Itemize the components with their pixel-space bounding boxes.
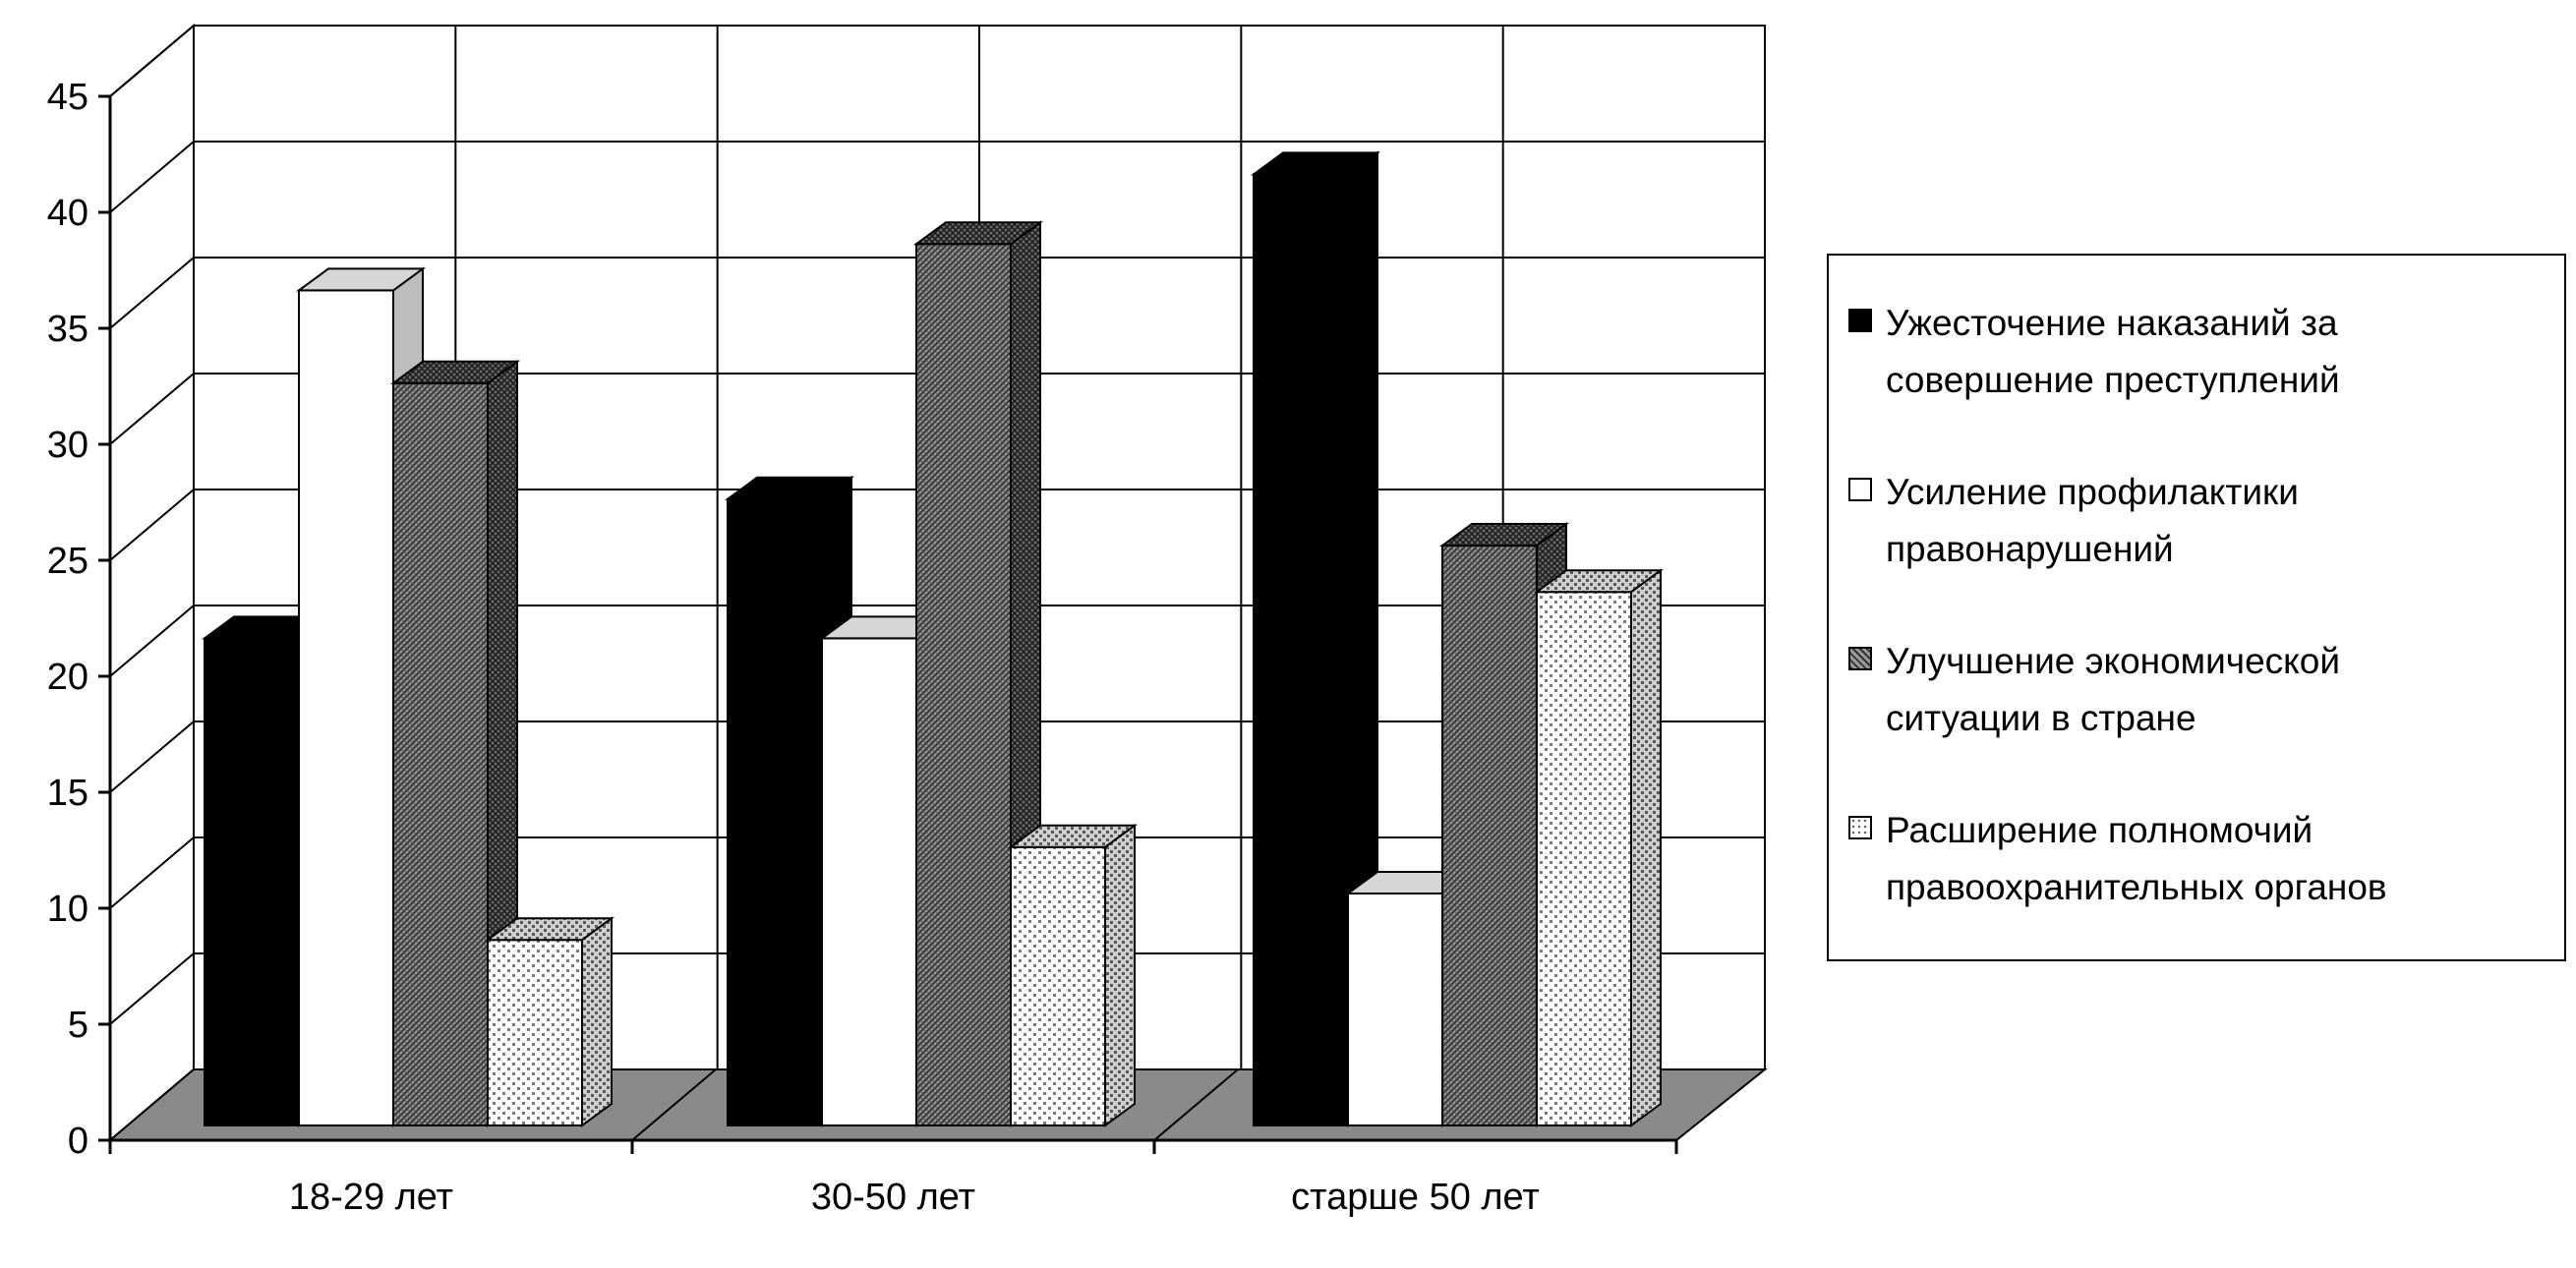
bar xyxy=(1007,823,1139,1127)
bar-top-face xyxy=(724,476,855,500)
legend-item: Расширение полномочий правоохранительных… xyxy=(1848,802,2556,916)
bars-group xyxy=(201,150,1665,1127)
bar-top-face xyxy=(484,917,615,942)
y-tick-label: 40 xyxy=(47,193,88,234)
y-axis-tick-labels: 0 5 10 15 20 25 30 35 40 45 xyxy=(47,77,88,1162)
bar-front-face xyxy=(298,289,394,1126)
y-tick-label: 25 xyxy=(47,541,88,582)
bar-front-face xyxy=(727,497,823,1126)
bar-top-face xyxy=(1533,569,1665,594)
bar-top-face xyxy=(1438,523,1570,547)
bar-side-face xyxy=(1630,568,1662,1127)
legend-item: Усиление профилактики правонарушений xyxy=(1848,464,2556,578)
bar xyxy=(1533,568,1665,1127)
gridline-side xyxy=(109,141,195,213)
y-tick-label: 45 xyxy=(47,77,88,118)
legend-item: Ужесточение наказаний за совершение прес… xyxy=(1848,295,2556,409)
gridline-side xyxy=(109,489,195,561)
x-category-label: 18-29 лет xyxy=(289,1177,453,1218)
x-category-label: старше 50 лет xyxy=(1291,1177,1540,1218)
bar-front-face xyxy=(1536,591,1632,1126)
bar-front-face xyxy=(1347,893,1443,1126)
bar-top-face xyxy=(389,360,521,384)
bar-side-face xyxy=(581,916,613,1127)
bar-front-face xyxy=(487,939,583,1127)
y-tick-label: 30 xyxy=(47,425,88,466)
bar-front-face xyxy=(915,243,1012,1126)
x-axis-category-labels: 18-29 лет 30-50 лет старше 50 лет xyxy=(289,1177,1540,1218)
floor-divider xyxy=(631,1068,717,1141)
gridline-side xyxy=(109,605,195,677)
y-tick-label: 5 xyxy=(68,1005,88,1046)
bar-front-face xyxy=(1441,545,1538,1126)
bar xyxy=(484,916,615,1127)
bar-front-face xyxy=(1010,845,1106,1126)
legend-swatch-white xyxy=(1848,478,1872,501)
gridline-side xyxy=(109,720,195,793)
bar-top-face xyxy=(1250,151,1381,176)
gridline-side xyxy=(109,373,195,445)
bar-front-face xyxy=(392,381,489,1126)
bar-front-face xyxy=(821,637,917,1127)
legend-label: Ужесточение наказаний за совершение прес… xyxy=(1886,303,2340,400)
legend-label: Усиление профилактики правонарушений xyxy=(1886,472,2299,569)
legend-label: Расширение полномочий правоохранительных… xyxy=(1886,810,2387,907)
gridline-side xyxy=(109,836,195,909)
legend-item: Улучшение экономической ситуации в стран… xyxy=(1848,633,2556,747)
legend: Ужесточение наказаний за совершение прес… xyxy=(1827,254,2566,961)
bar-top-face xyxy=(912,221,1044,246)
axes xyxy=(98,94,1678,1154)
gridline-side xyxy=(109,25,195,97)
legend-swatch-dark-crosshatch xyxy=(1848,647,1872,670)
y-tick-label: 10 xyxy=(47,889,88,930)
bar xyxy=(912,220,1044,1127)
bar-top-face xyxy=(295,267,427,292)
bar-side-face xyxy=(1104,823,1136,1127)
y-tick-label: 35 xyxy=(47,309,88,350)
floor-divider xyxy=(1153,1068,1239,1141)
legend-swatch-solid-black xyxy=(1848,309,1872,332)
bar-front-face xyxy=(1253,173,1349,1126)
y-tick-label: 0 xyxy=(68,1121,88,1162)
side-wall xyxy=(109,23,195,1143)
bar-front-face xyxy=(204,637,300,1127)
gridline-side xyxy=(109,952,195,1025)
legend-swatch-light-dotted xyxy=(1848,816,1872,839)
y-tick-label: 15 xyxy=(47,773,88,814)
x-category-label: 30-50 лет xyxy=(811,1177,975,1218)
bar-top-face xyxy=(1007,824,1139,848)
y-tick-label: 20 xyxy=(47,657,88,698)
gridline-side xyxy=(109,257,195,329)
legend-label: Улучшение экономической ситуации в стран… xyxy=(1886,641,2340,738)
